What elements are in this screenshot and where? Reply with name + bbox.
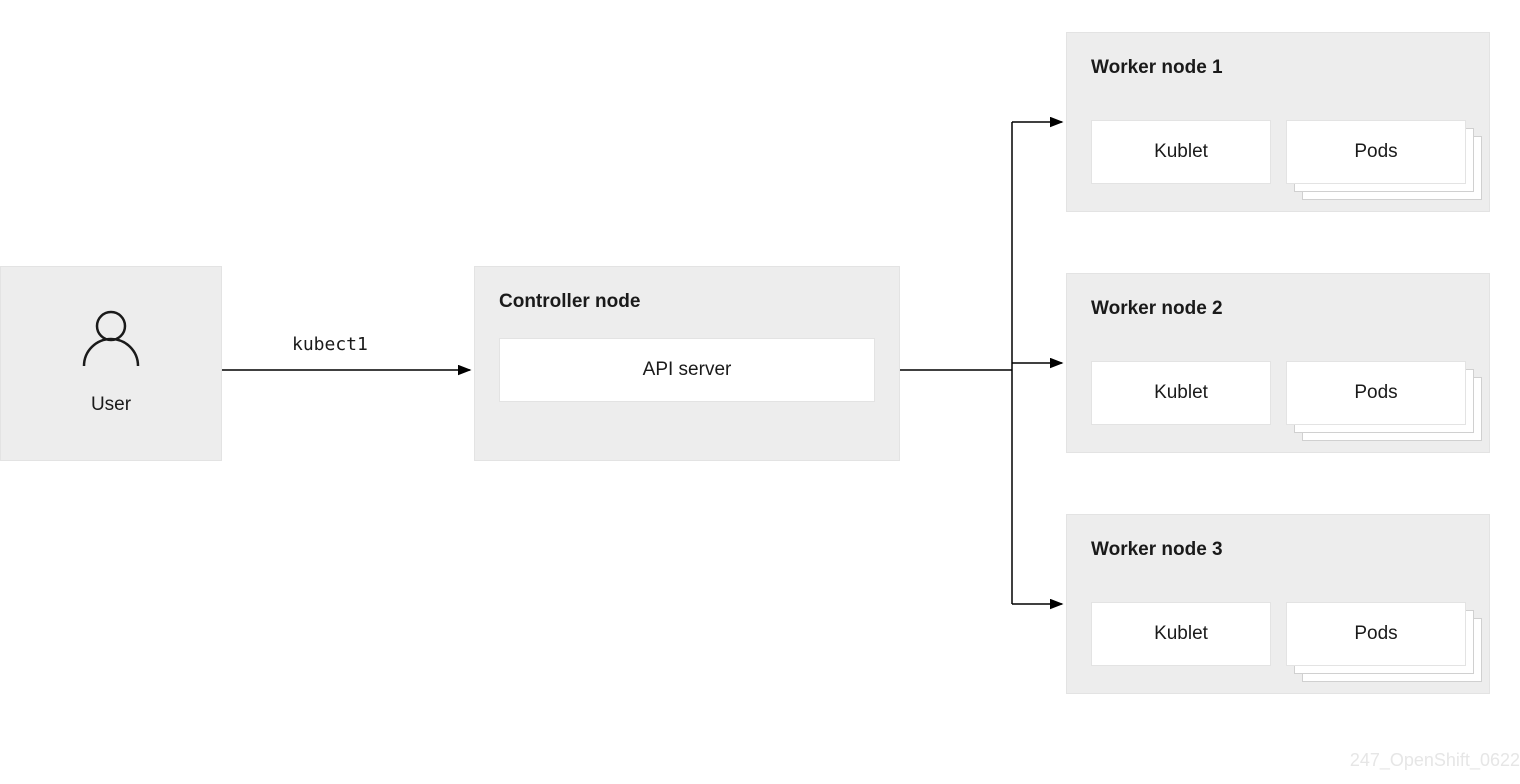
kublet-box-3: Kublet: [1091, 602, 1271, 666]
kublet-label-1: Kublet: [1154, 141, 1208, 163]
kublet-label-2: Kublet: [1154, 382, 1208, 404]
user-label: User: [0, 394, 222, 416]
pods-label-2: Pods: [1354, 382, 1397, 404]
pods-box-2: Pods: [1286, 361, 1466, 425]
controller-title: Controller node: [499, 291, 640, 313]
kublet-box-2: Kublet: [1091, 361, 1271, 425]
user-icon: [76, 304, 146, 379]
pods-box-3: Pods: [1286, 602, 1466, 666]
worker-title-2: Worker node 2: [1091, 298, 1223, 320]
pods-box-1: Pods: [1286, 120, 1466, 184]
api-server-label: API server: [643, 359, 732, 381]
worker-title-3: Worker node 3: [1091, 539, 1223, 561]
kublet-box-1: Kublet: [1091, 120, 1271, 184]
kubectl-label: kubect1: [292, 334, 368, 355]
kublet-label-3: Kublet: [1154, 623, 1208, 645]
pods-label-3: Pods: [1354, 623, 1397, 645]
watermark: 247_OpenShift_0622: [1350, 750, 1520, 771]
api-server-box: API server: [499, 338, 875, 402]
pods-label-1: Pods: [1354, 141, 1397, 163]
worker-title-1: Worker node 1: [1091, 57, 1223, 79]
